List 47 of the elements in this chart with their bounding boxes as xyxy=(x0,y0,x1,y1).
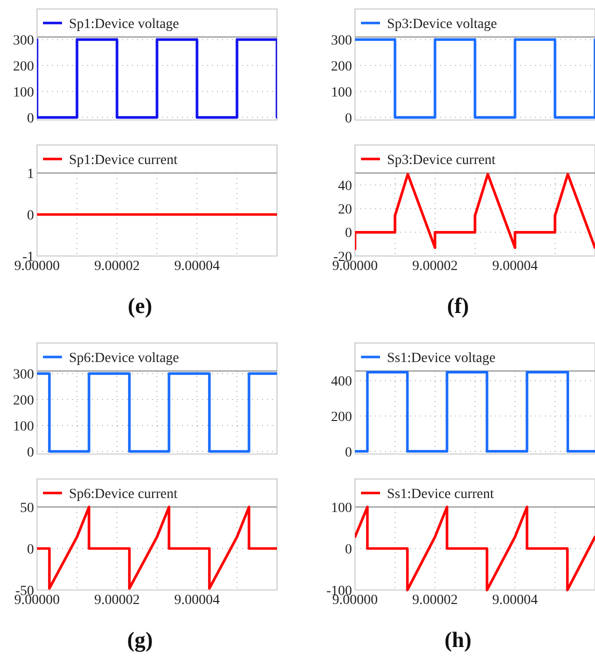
legend-label: Ss1:Device voltage xyxy=(387,350,496,366)
y-tick-label: 100 xyxy=(331,500,352,516)
y-tick-label: 40 xyxy=(338,178,352,194)
x-tick-label: 9.00004 xyxy=(492,259,538,274)
y-tick-label: 50 xyxy=(20,500,34,516)
y-tick-label: 200 xyxy=(13,59,34,74)
y-tick-label: 300 xyxy=(13,33,34,48)
y-tick-label: 0 xyxy=(345,445,352,460)
y-tick-label: 400 xyxy=(331,374,352,390)
line-series xyxy=(355,172,595,250)
x-tick-label: 9.00002 xyxy=(94,593,140,608)
x-tick-label: 9.00002 xyxy=(94,259,140,274)
y-tick-label: 300 xyxy=(331,33,352,48)
y-tick-label: 200 xyxy=(13,393,34,408)
y-tick-label: 0 xyxy=(27,445,34,460)
line-series xyxy=(355,506,595,592)
y-tick-label: 0 xyxy=(27,111,34,126)
y-tick-label: 300 xyxy=(13,367,34,382)
legend-label: Sp3:Device voltage xyxy=(387,16,498,32)
legend-label: Sp6:Device voltage xyxy=(69,350,180,366)
text: (g) xyxy=(127,627,153,652)
y-tick-label: 0 xyxy=(27,542,34,558)
text: (h) xyxy=(444,627,472,652)
legend-label: Sp6:Device current xyxy=(69,486,178,502)
y-tick-label: 0 xyxy=(345,542,352,558)
x-tick-label: 9.00004 xyxy=(174,593,220,608)
text: (f) xyxy=(447,293,469,318)
legend-label: Sp1:Device voltage xyxy=(69,16,180,32)
legend-label: Ss1:Device current xyxy=(387,486,494,502)
y-tick-label: 0 xyxy=(345,111,352,126)
legend-label: Sp1:Device current xyxy=(69,152,178,168)
text: (e) xyxy=(128,293,152,318)
x-tick-label: 9.00004 xyxy=(174,259,220,274)
y-tick-label: 100 xyxy=(13,85,34,100)
line-series xyxy=(37,506,277,590)
y-tick-label: 0 xyxy=(345,226,352,242)
legend-label: Sp3:Device current xyxy=(387,152,496,168)
y-tick-label: 100 xyxy=(331,85,352,100)
y-tick-label: 200 xyxy=(331,410,352,425)
y-tick-label: 0 xyxy=(27,208,34,224)
x-tick-label: 9.00002 xyxy=(412,259,458,274)
y-tick-label: 100 xyxy=(13,419,34,434)
y-tick-label: 1 xyxy=(27,166,34,182)
x-tick-label: 9.00002 xyxy=(412,593,458,608)
y-tick-label: 200 xyxy=(331,59,352,74)
y-tick-label: 20 xyxy=(338,202,352,218)
x-tick-label: 9.00004 xyxy=(492,593,538,608)
